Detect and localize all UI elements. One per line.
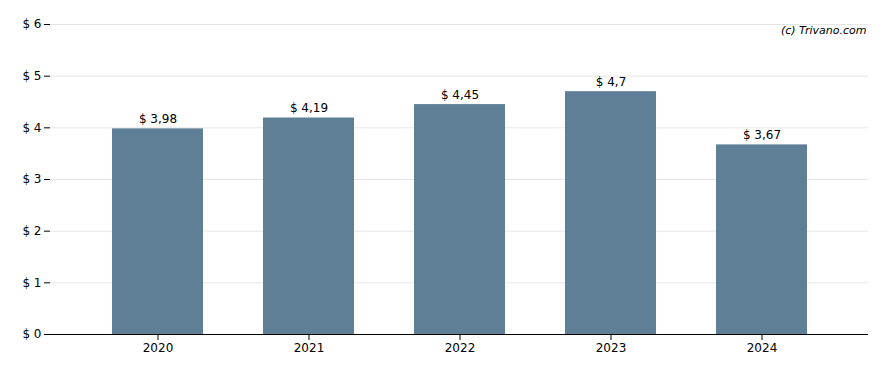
svg-text:$ 6: $ 6 xyxy=(22,17,41,31)
svg-text:$ 0: $ 0 xyxy=(22,327,41,341)
svg-text:$ 5: $ 5 xyxy=(22,69,41,83)
svg-text:2024: 2024 xyxy=(747,341,778,355)
svg-text:$ 3,67: $ 3,67 xyxy=(743,128,781,142)
svg-text:2021: 2021 xyxy=(294,341,325,355)
svg-text:2022: 2022 xyxy=(445,341,476,355)
svg-text:$ 4,19: $ 4,19 xyxy=(290,101,328,115)
svg-text:$ 3,98: $ 3,98 xyxy=(139,112,177,126)
svg-text:$ 3: $ 3 xyxy=(22,172,41,186)
svg-text:2023: 2023 xyxy=(596,341,627,355)
svg-text:$ 1: $ 1 xyxy=(22,276,41,290)
svg-text:$ 4: $ 4 xyxy=(22,121,41,135)
svg-text:2020: 2020 xyxy=(143,341,174,355)
svg-text:(c) Trivano.com: (c) Trivano.com xyxy=(781,24,867,37)
svg-text:$ 2: $ 2 xyxy=(22,224,41,238)
svg-text:$ 4,45: $ 4,45 xyxy=(441,88,479,102)
svg-text:$ 4,7: $ 4,7 xyxy=(596,75,627,89)
